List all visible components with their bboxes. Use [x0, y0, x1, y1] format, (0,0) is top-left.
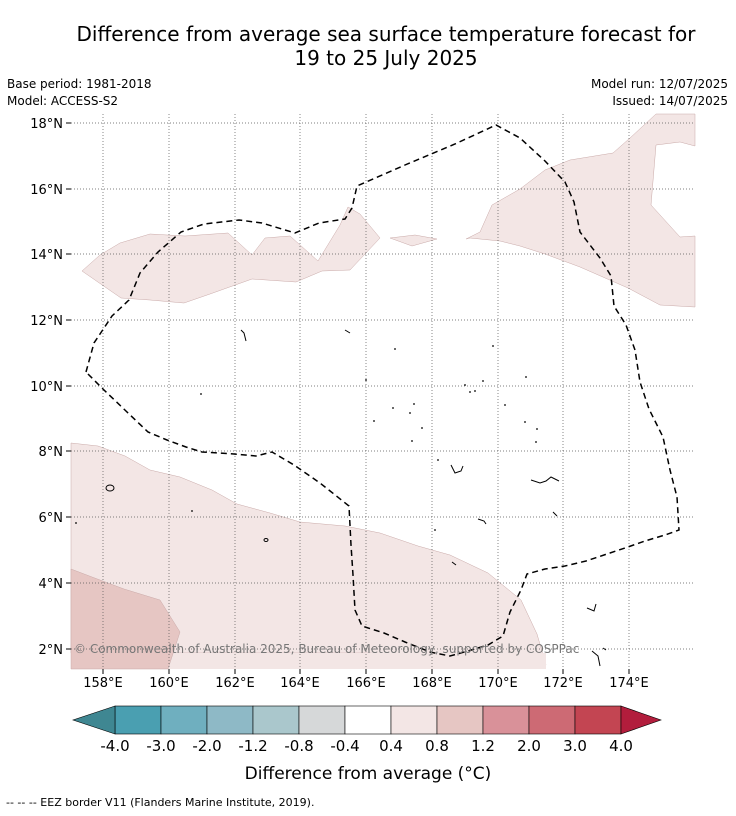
colorbar-segment-8 — [482, 705, 530, 735]
colorbar-over-arrow — [620, 705, 662, 735]
eez-legend-note: -- -- -- EEZ border V11 (Flanders Marine… — [6, 796, 315, 809]
colorbar-under-arrow — [72, 705, 116, 735]
colorbar-label-6: 0.4 — [379, 737, 403, 755]
colorbar-label-9: 2.0 — [517, 737, 541, 755]
colorbar-segment-2 — [206, 705, 254, 735]
lon-labels: 158°E 160°E 162°E 164°E 166°E 168°E 170°… — [83, 676, 649, 691]
issued-date: Issued: 14/07/2025 — [612, 94, 728, 108]
colorbar — [72, 705, 662, 735]
title-line-2: 19 to 25 July 2025 — [294, 46, 478, 70]
lat-label-14n: 14°N — [30, 248, 63, 263]
lon-label-166e: 166°E — [346, 676, 386, 691]
atolls — [75, 345, 538, 531]
colorbar-label-10: 3.0 — [563, 737, 587, 755]
lat-label-10n: 10°N — [30, 380, 63, 395]
colorbar-segment-10 — [574, 705, 622, 735]
islands — [105, 329, 607, 667]
lat-label-2n: 2°N — [39, 643, 64, 658]
copyright-text: © Commonwealth of Australia 2025, Bureau… — [74, 642, 579, 656]
lat-label-6n: 6°N — [39, 511, 64, 526]
colorbar-segment-0 — [114, 705, 162, 735]
colorbar-label-5: -0.4 — [330, 737, 359, 755]
colorbar-labels: -4.0 -3.0 -2.0 -1.2 -0.8 -0.4 0.4 0.8 1.… — [100, 737, 633, 755]
colorbar-label-3: -1.2 — [238, 737, 267, 755]
lat-label-12n: 12°N — [30, 314, 63, 329]
colorbar-label-0: -4.0 — [100, 737, 129, 755]
colorbar-label-11: 4.0 — [609, 737, 633, 755]
colorbar-segment-3 — [252, 705, 300, 735]
lon-label-162e: 162°E — [215, 676, 255, 691]
colorbar-label-7: 0.8 — [425, 737, 449, 755]
eez-border — [85, 124, 680, 657]
colorbar-segment-4 — [298, 705, 346, 735]
lat-label-8n: 8°N — [39, 445, 64, 460]
colorbar-segment-7 — [436, 705, 484, 735]
model-run: Model run: 12/07/2025 — [590, 77, 728, 91]
anomaly-region-southwest-warm — [70, 568, 181, 670]
lon-label-168e: 168°E — [412, 676, 452, 691]
lat-label-16n: 16°N — [30, 183, 63, 198]
colorbar-label-2: -2.0 — [192, 737, 221, 755]
tick-marks — [66, 122, 630, 674]
lon-label-172e: 172°E — [543, 676, 583, 691]
colorbar-segment-5 — [344, 705, 392, 735]
anomaly-region-south-edge — [71, 653, 546, 669]
colorbar-label-4: -0.8 — [284, 737, 313, 755]
anomaly-region-small — [389, 234, 438, 247]
lat-label-4n: 4°N — [39, 577, 64, 592]
map-title: Difference from average sea surface temp… — [0, 22, 736, 70]
map-panel: 18°N 16°N 14°N 12°N 10°N 8°N 6°N 4°N 2°N… — [30, 113, 696, 691]
colorbar-segment-1 — [160, 705, 208, 735]
graticule — [71, 114, 695, 669]
lat-label-18n: 18°N — [30, 117, 63, 132]
base-period: Base period: 1981-2018 — [7, 77, 152, 91]
lon-label-160e: 160°E — [149, 676, 189, 691]
lon-label-170e: 170°E — [478, 676, 518, 691]
colorbar-label-8: 1.2 — [471, 737, 495, 755]
colorbar-label-1: -3.0 — [146, 737, 175, 755]
lon-label-164e: 164°E — [280, 676, 320, 691]
colorbar-segment-9 — [528, 705, 576, 735]
colorbar-segment-6 — [390, 705, 438, 735]
model-name: Model: ACCESS-S2 — [7, 94, 119, 108]
anomaly-region-northwest — [81, 206, 381, 304]
lat-labels: 18°N 16°N 14°N 12°N 10°N 8°N 6°N 4°N 2°N — [30, 117, 63, 658]
title-line-1: Difference from average sea surface temp… — [76, 22, 696, 46]
lon-label-158e: 158°E — [83, 676, 123, 691]
lon-label-174e: 174°E — [609, 676, 649, 691]
colorbar-title: Difference from average (°C) — [244, 764, 492, 784]
